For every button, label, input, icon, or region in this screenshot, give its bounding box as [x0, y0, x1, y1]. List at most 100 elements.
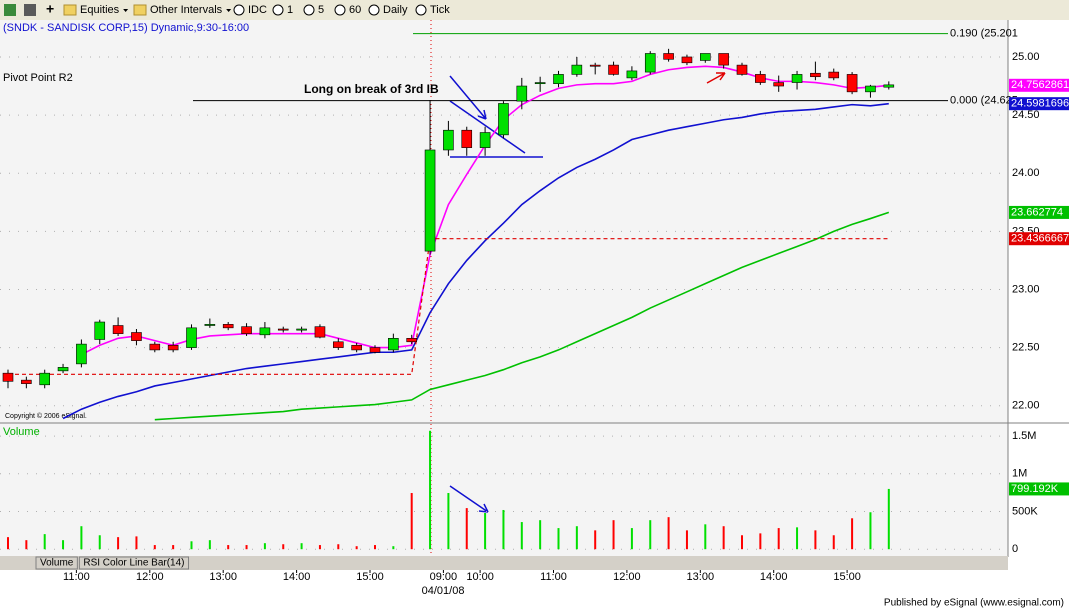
candle-body — [204, 324, 216, 326]
volume-bar — [539, 520, 542, 550]
footer: Published by eSignal (www.esignal.com) — [884, 598, 1064, 609]
indicator-line — [62, 102, 889, 420]
dropdown-arrow — [123, 9, 129, 12]
last-value-label: 23.662774 — [1011, 206, 1063, 218]
candle-body — [39, 372, 51, 386]
pane-tab[interactable]: Volume — [40, 558, 74, 569]
chart-title: (SNDK - SANDISK CORP,15) Dynamic,9:30-16… — [3, 22, 249, 34]
candle-body — [406, 337, 418, 343]
toolbar-item[interactable]: Daily — [383, 4, 408, 16]
toolbar-bg — [0, 0, 1069, 20]
volume-bar — [869, 512, 872, 550]
date-label: 04/01/08 — [422, 585, 465, 597]
x-tick-label: 11:00 — [540, 571, 567, 583]
volume-bar — [25, 540, 28, 550]
candle-body — [332, 341, 344, 348]
y-tick-label: 1M — [1012, 468, 1027, 480]
x-tick-label: 13:00 — [209, 571, 237, 583]
candle-body — [718, 53, 729, 66]
candle-body — [259, 327, 271, 336]
volume-bar — [80, 526, 83, 550]
candle-body — [388, 337, 399, 351]
last-value-box — [1009, 232, 1069, 246]
candle-body — [644, 53, 656, 73]
volume-bar — [832, 535, 835, 550]
drawn-trendline — [449, 100, 526, 154]
last-value-box — [1009, 205, 1069, 219]
volume-bar — [172, 545, 175, 550]
volume-bar — [208, 540, 211, 550]
level-label: 0.190 (25.201 — [950, 28, 1018, 40]
interval-icon — [233, 4, 245, 16]
candle-body — [186, 327, 197, 348]
last-value-box — [1009, 78, 1069, 92]
volume-bar — [814, 530, 817, 550]
volume-bar — [777, 528, 780, 550]
volume-bar — [300, 543, 303, 550]
candle-body — [589, 64, 601, 67]
y-tick-label: 24.50 — [1012, 109, 1040, 121]
candle-body — [571, 64, 583, 75]
candle-body — [2, 372, 14, 382]
x-tick-label: 12:00 — [613, 571, 641, 583]
candle-body — [112, 325, 124, 334]
toolbar-item[interactable]: 1 — [287, 4, 293, 16]
pane-tab[interactable]: RSI Color Line Bar(14) — [83, 558, 184, 569]
volume-bar — [704, 524, 707, 550]
candle-body — [296, 328, 307, 331]
candle-body — [369, 347, 381, 353]
last-value-label: 24.5981696 — [1011, 98, 1069, 110]
drawn-arrow — [449, 75, 487, 120]
interval-icon — [368, 4, 380, 16]
toolbar-item[interactable]: Other Intervals — [150, 4, 223, 16]
toolbar-item[interactable]: Tick — [430, 4, 450, 16]
volume-bar — [649, 520, 652, 550]
y-tick-label: 25.00 — [1012, 51, 1040, 63]
candle-body — [516, 85, 528, 102]
volume-bar — [392, 546, 395, 550]
volume-bar — [520, 522, 523, 550]
volume-bar — [465, 508, 468, 550]
volume-bar — [887, 488, 890, 550]
x-axis-bg — [0, 570, 1069, 610]
candle-body — [791, 74, 803, 83]
candle-body — [883, 84, 895, 88]
interval-icon — [415, 4, 427, 16]
interval-icon — [334, 4, 346, 16]
volume-bar — [282, 544, 285, 550]
x-tick-label: 13:00 — [687, 571, 715, 583]
pane-tab-frame[interactable] — [35, 556, 78, 570]
toolbar-item[interactable]: Equities — [80, 4, 120, 16]
candle-body — [131, 332, 142, 341]
y-tick-label: 22.00 — [1012, 400, 1040, 412]
volume-bar — [263, 543, 266, 550]
toolbar-icons: + — [4, 1, 54, 17]
x-tick-label: 11:00 — [63, 571, 90, 583]
candle-body — [773, 82, 785, 87]
volume-bar — [484, 513, 487, 550]
y-tick-label: 500K — [1012, 505, 1038, 517]
toolbar-item[interactable]: 5 — [318, 4, 324, 16]
toolbar-item[interactable]: 60 — [349, 4, 361, 16]
candle-body — [21, 379, 32, 384]
last-value-label: 799.192K — [1011, 483, 1059, 495]
icon: + — [46, 1, 54, 17]
dropdown-arrow — [226, 9, 232, 12]
candle-body — [553, 74, 564, 85]
candle-body — [810, 72, 821, 78]
candle-body — [865, 85, 876, 93]
candle-body — [626, 70, 638, 79]
interval-icon — [272, 4, 284, 16]
pane-tab-frame[interactable] — [78, 556, 190, 570]
x-tick-label: 12:00 — [136, 571, 164, 583]
volume-bar — [851, 518, 854, 550]
toolbar-item[interactable]: IDC — [248, 4, 267, 16]
last-value-label: 24.7562861 — [1011, 79, 1069, 91]
volume-bar — [410, 493, 413, 550]
volume-bar — [190, 541, 193, 550]
candle-body — [828, 71, 840, 79]
candle-body — [443, 129, 454, 151]
icon — [24, 4, 36, 16]
y-tick-label: 1.5M — [1012, 430, 1036, 442]
